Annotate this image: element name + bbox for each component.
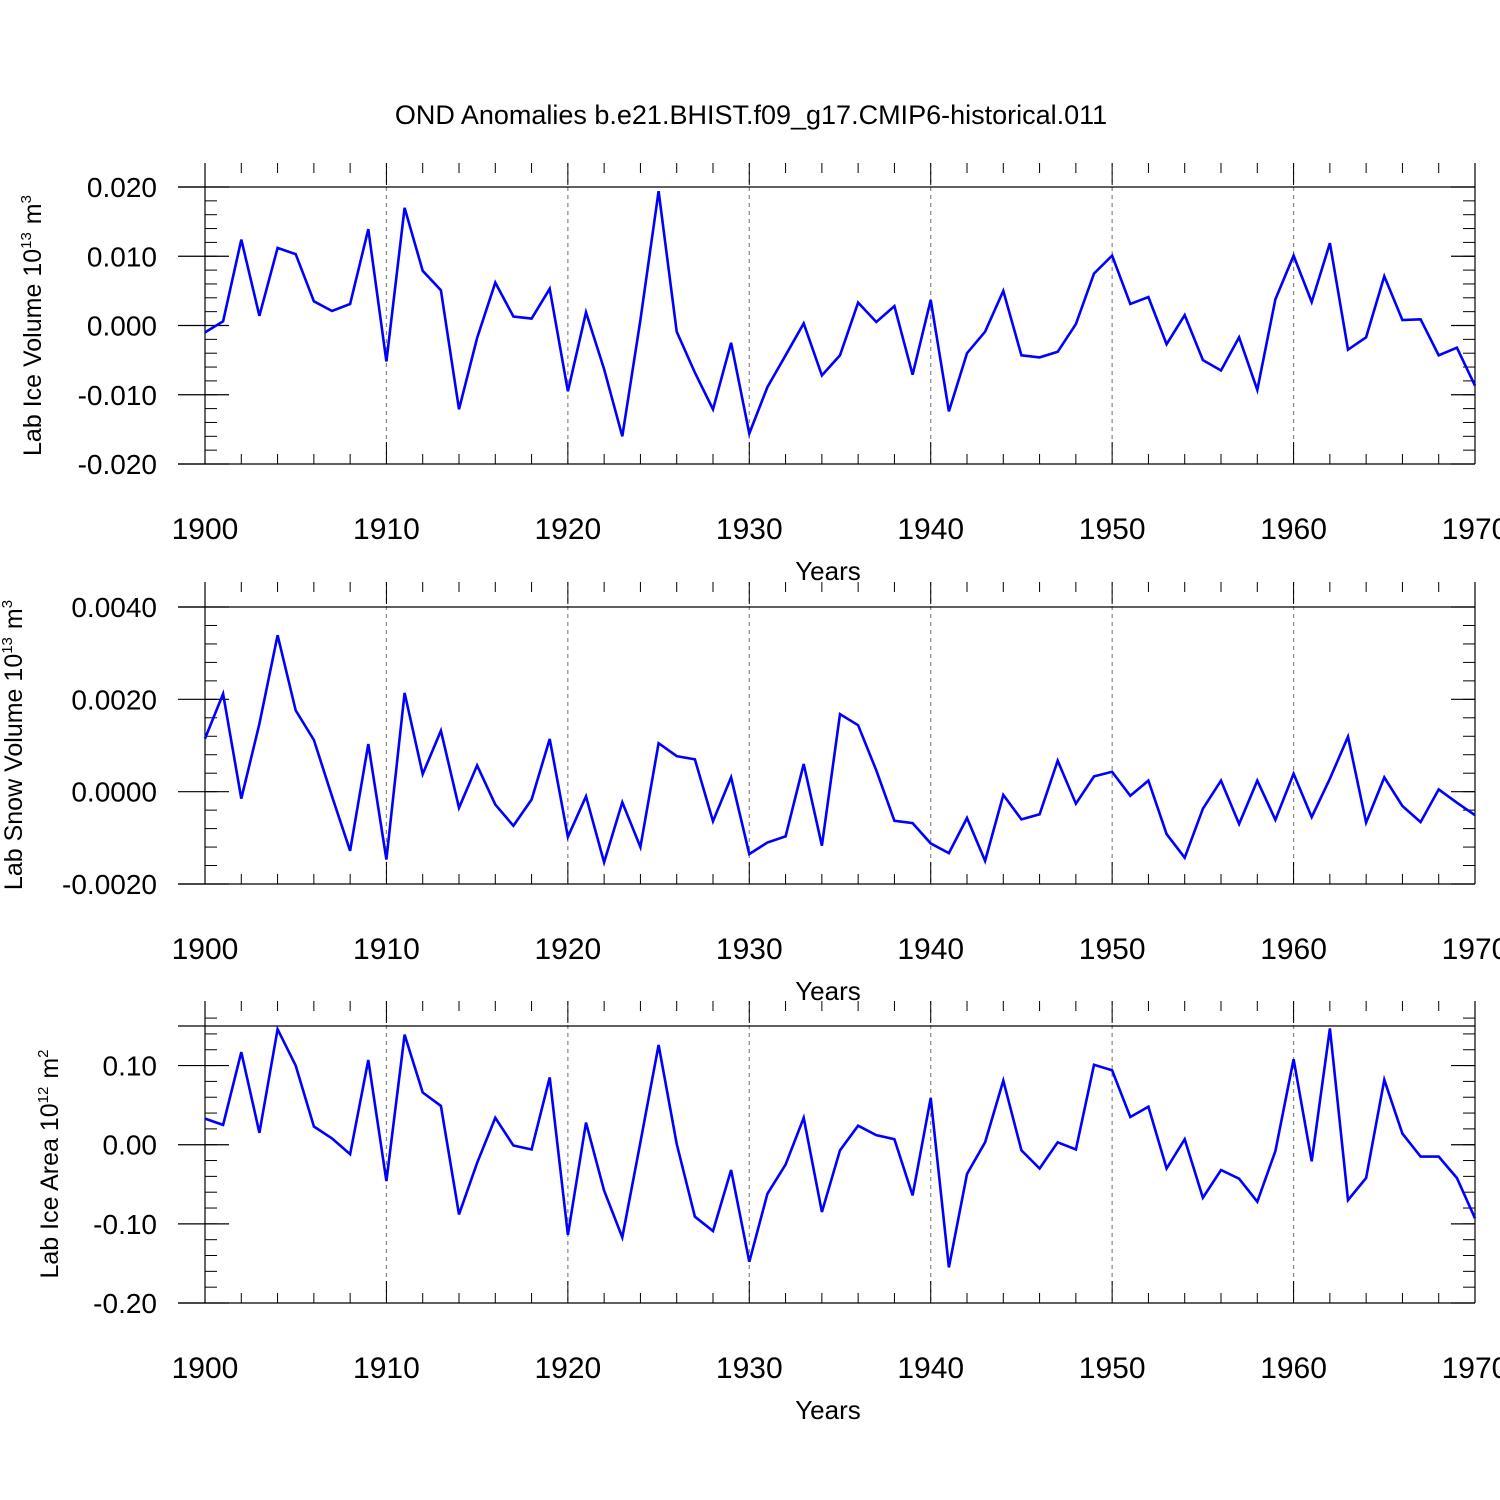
ice-area-x-tick-label: 1960 <box>1260 1352 1327 1385</box>
snow-volume-y-label-unit: m <box>0 608 28 629</box>
ice-area-x-axis-label: Years <box>795 1395 861 1425</box>
ice-volume-x-tick-label: 1960 <box>1260 513 1327 546</box>
ice-area-y-tick-label: -0.20 <box>93 1288 157 1319</box>
figure-title: OND Anomalies b.e21.BHIST.f09_g17.CMIP6-… <box>395 100 1107 130</box>
ice-area-y-label-text: Lab Ice Area 10 <box>36 1103 64 1278</box>
snow-volume-y-tick-label: 0.0020 <box>71 684 157 715</box>
ice-volume-y-tick-label: -0.010 <box>78 380 157 411</box>
ice-area-y-tick-label: 0.00 <box>103 1130 158 1161</box>
snow-volume-x-tick-label: 1960 <box>1260 933 1327 966</box>
snow-volume-x-tick-label: 1940 <box>897 933 964 966</box>
ice-area-y-axis-label: Lab Ice Area 1012 m2 <box>35 1050 64 1279</box>
ice-volume-y-axis-label: Lab Ice Volume 1013 m3 <box>18 195 47 456</box>
ice-volume-y-label-unit: m <box>19 203 47 224</box>
snow-volume-y-tick-label: 0.0040 <box>71 592 157 623</box>
snow-volume-y-tick-label: -0.0020 <box>62 869 157 900</box>
ice-area-series-line <box>204 1025 1477 1268</box>
snow-volume-x-tick-label: 1930 <box>716 933 783 966</box>
ice-area-x-tick-label: 1920 <box>534 1352 601 1385</box>
ice-volume-x-tick-label: 1950 <box>1079 513 1146 546</box>
ice-area-y-label-unit: m <box>36 1058 64 1079</box>
snow-volume-x-tick-label: 1920 <box>534 933 601 966</box>
snow-volume-y-label-text: Lab Snow Volume 10 <box>0 654 28 890</box>
snow-volume-y-label-exp: 13 <box>0 637 16 654</box>
snow-volume-y-tick-label: 0.0000 <box>71 777 157 808</box>
ice-area-x-tick-label: 1970 <box>1442 1352 1500 1385</box>
ice-area-y-tick-label: -0.10 <box>93 1209 157 1240</box>
snow-volume-x-tick-label: 1910 <box>353 933 420 966</box>
panel-ice-area: -0.20 -0.10 0.00 0.10 1900 1910 1920 1930 1940 19… <box>35 1001 1500 1425</box>
ice-volume-x-tick-label: 1900 <box>172 513 239 546</box>
ice-volume-x-tick-label: 1910 <box>353 513 420 546</box>
ice-area-x-tick-label: 1940 <box>897 1352 964 1385</box>
snow-volume-y-label-unit-exp: 3 <box>0 600 16 608</box>
ice-volume-x-tick-label: 1930 <box>716 513 783 546</box>
ice-area-y-tick-label: 0.10 <box>103 1051 158 1082</box>
snow-volume-x-tick-label: 1970 <box>1442 933 1500 966</box>
ice-volume-y-label-text: Lab Ice Volume 10 <box>19 249 47 456</box>
ice-volume-y-tick-label: -0.020 <box>78 449 157 480</box>
ice-area-y-label-exp: 12 <box>35 1087 52 1104</box>
ice-volume-series-line <box>204 191 1477 439</box>
panel-snow-volume: -0.0020 0.0000 0.0020 0.0040 1900 1910 1920 193… <box>0 582 1500 1006</box>
ice-volume-y-tick-label: 0.010 <box>87 241 157 272</box>
ice-volume-x-tick-label: 1940 <box>897 513 964 546</box>
snow-volume-x-tick-label: 1900 <box>172 933 239 966</box>
ice-area-x-tick-label: 1950 <box>1079 1352 1146 1385</box>
ice-volume-x-axis-label: Years <box>795 556 861 586</box>
snow-volume-x-tick-label: 1950 <box>1079 933 1146 966</box>
ice-area-x-tick-label: 1910 <box>353 1352 420 1385</box>
snow-volume-x-axis-label: Years <box>795 976 861 1006</box>
ice-area-x-tick-label: 1900 <box>172 1352 239 1385</box>
ice-area-y-label-unit-exp: 2 <box>35 1050 52 1058</box>
snow-volume-y-axis-label: Lab Snow Volume 1013 m3 <box>0 600 28 890</box>
snow-volume-series-line <box>203 634 1476 867</box>
ice-volume-x-tick-label: 1970 <box>1442 513 1500 546</box>
panel-ice-volume: -0.020 -0.010 0.000 0.010 0.020 1900 1910 1920 1… <box>18 163 1500 586</box>
ice-area-x-tick-label: 1930 <box>716 1352 783 1385</box>
ice-volume-y-tick-label: 0.000 <box>87 311 157 342</box>
ice-volume-y-label-exp: 13 <box>18 232 35 249</box>
ice-volume-y-tick-label: 0.020 <box>87 172 157 203</box>
ice-volume-y-label-unit-exp: 3 <box>18 195 35 203</box>
ice-volume-x-tick-label: 1920 <box>534 513 601 546</box>
